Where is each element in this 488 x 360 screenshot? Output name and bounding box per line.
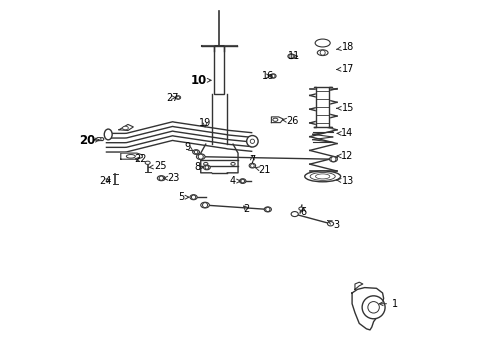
Text: 24: 24	[99, 176, 111, 186]
Text: 18: 18	[336, 42, 354, 52]
Circle shape	[246, 135, 258, 147]
Ellipse shape	[122, 126, 128, 130]
Ellipse shape	[314, 39, 329, 47]
Text: 19: 19	[199, 118, 211, 128]
Ellipse shape	[175, 96, 180, 99]
Polygon shape	[121, 153, 142, 159]
Text: 3: 3	[327, 220, 338, 230]
Text: 4: 4	[229, 176, 240, 186]
Text: 23: 23	[163, 173, 179, 183]
Text: 9: 9	[183, 142, 193, 152]
Text: 6: 6	[300, 207, 306, 217]
Circle shape	[198, 154, 203, 159]
Circle shape	[265, 207, 269, 212]
Circle shape	[194, 150, 198, 154]
Circle shape	[367, 302, 379, 313]
Text: 1: 1	[379, 299, 397, 309]
Text: 11: 11	[287, 51, 300, 61]
Circle shape	[191, 195, 195, 199]
Ellipse shape	[298, 207, 303, 210]
Polygon shape	[94, 138, 104, 140]
Circle shape	[362, 296, 384, 319]
Text: 12: 12	[337, 151, 352, 161]
Ellipse shape	[157, 176, 165, 181]
Circle shape	[204, 166, 208, 169]
Ellipse shape	[272, 118, 277, 121]
Ellipse shape	[201, 202, 209, 208]
Ellipse shape	[190, 195, 197, 200]
Polygon shape	[351, 288, 383, 330]
Ellipse shape	[304, 171, 340, 182]
Ellipse shape	[290, 212, 298, 217]
Ellipse shape	[192, 150, 199, 154]
Circle shape	[250, 139, 254, 143]
Circle shape	[330, 157, 335, 162]
Text: 7: 7	[249, 154, 255, 165]
Circle shape	[159, 176, 163, 180]
Polygon shape	[119, 125, 133, 131]
Text: 14: 14	[337, 129, 352, 138]
Ellipse shape	[239, 179, 245, 183]
Polygon shape	[224, 45, 236, 51]
Polygon shape	[202, 45, 214, 51]
Polygon shape	[271, 117, 283, 123]
Bar	[214, 45, 224, 94]
Text: 5: 5	[178, 192, 188, 202]
Circle shape	[202, 203, 207, 208]
Ellipse shape	[287, 54, 294, 59]
Ellipse shape	[249, 163, 255, 168]
Ellipse shape	[317, 50, 327, 55]
Circle shape	[288, 54, 293, 58]
Polygon shape	[354, 282, 362, 289]
Circle shape	[250, 164, 254, 167]
Text: 2: 2	[243, 204, 249, 214]
Ellipse shape	[196, 154, 204, 159]
Circle shape	[320, 50, 325, 55]
Text: 15: 15	[336, 103, 354, 113]
Ellipse shape	[230, 162, 235, 165]
Ellipse shape	[327, 222, 333, 226]
Text: 26: 26	[282, 116, 299, 126]
Text: 20: 20	[79, 134, 99, 147]
Ellipse shape	[203, 162, 207, 165]
Ellipse shape	[203, 165, 210, 170]
Ellipse shape	[264, 207, 271, 212]
Ellipse shape	[329, 157, 337, 162]
Text: 25: 25	[148, 161, 166, 171]
Circle shape	[271, 74, 274, 78]
Polygon shape	[313, 87, 331, 127]
Circle shape	[241, 179, 244, 183]
Text: 22: 22	[134, 154, 146, 164]
Ellipse shape	[145, 161, 150, 165]
Text: 10: 10	[190, 74, 211, 87]
Ellipse shape	[309, 172, 335, 180]
Text: 16: 16	[261, 71, 273, 81]
Ellipse shape	[96, 138, 101, 141]
Text: 17: 17	[336, 64, 354, 74]
Text: 8: 8	[194, 162, 203, 172]
Circle shape	[176, 96, 179, 99]
Text: 27: 27	[165, 93, 178, 103]
Text: 13: 13	[336, 176, 354, 186]
Ellipse shape	[270, 74, 276, 78]
Ellipse shape	[104, 129, 112, 140]
Ellipse shape	[126, 154, 135, 158]
Ellipse shape	[315, 174, 329, 179]
Text: 21: 21	[255, 165, 270, 175]
